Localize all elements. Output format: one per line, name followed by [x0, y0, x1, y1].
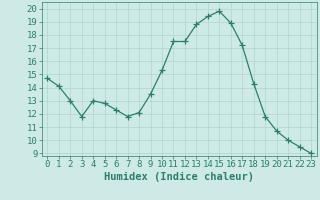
X-axis label: Humidex (Indice chaleur): Humidex (Indice chaleur)	[104, 172, 254, 182]
